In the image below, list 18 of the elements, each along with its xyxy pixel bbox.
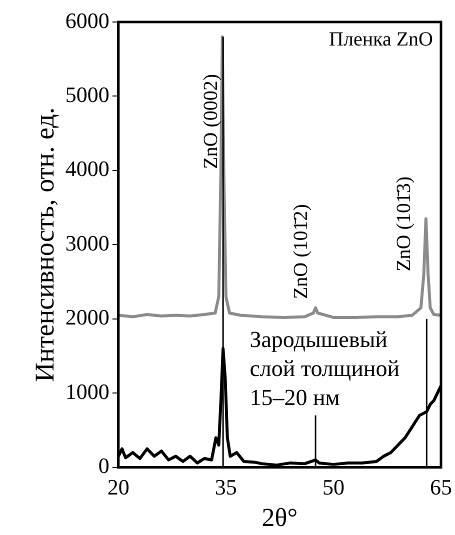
annotation: ZnO (101̄3) (393, 176, 416, 272)
annotation: ZnO (0002) (200, 74, 222, 169)
x-tick-label: 20 (107, 474, 130, 500)
y-tick-label: 0 (98, 453, 110, 478)
y-tick-label: 2000 (65, 304, 110, 330)
y-tick-label: 6000 (65, 8, 110, 33)
y-axis-title: Интенсивность, отн. ед. (29, 107, 60, 382)
y-tick-label: 5000 (65, 82, 110, 108)
annotation: Пленка ZnO (329, 28, 433, 50)
y-tick-label: 1000 (65, 378, 110, 404)
y-tick-label: 3000 (65, 230, 110, 256)
x-axis-title: 2θ° (262, 503, 298, 532)
x-tick-label: 50 (322, 474, 344, 500)
x-tick-label: 65 (430, 474, 452, 500)
y-tick-label: 4000 (65, 156, 110, 182)
annotation: Зародышевый слой толщиной 15–20 нм (250, 326, 400, 410)
x-tick-label: 35 (214, 474, 237, 500)
annotation: ZnO (101̄2) (290, 204, 312, 300)
